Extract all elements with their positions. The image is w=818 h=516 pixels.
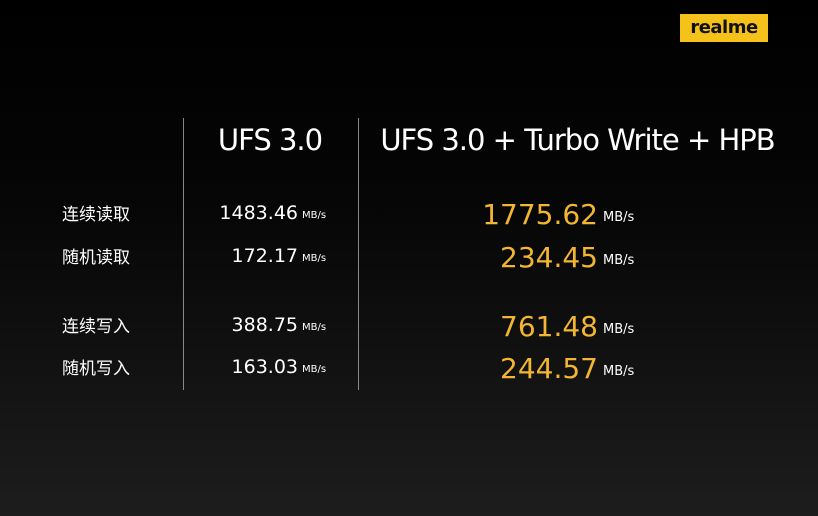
column-header: UFS 3.0 [217,123,323,157]
unit: MB/s [603,364,635,379]
cell-value: 761.48 [500,310,598,343]
column-header: UFS 3.0 + Turbo Write + HPB [380,123,775,157]
divider [358,118,359,390]
unit: MB/s [302,322,327,333]
row-label: 连续读取 [62,205,130,225]
row-label: 连续写入 [62,317,130,337]
row-label: 随机写入 [62,359,130,379]
logo: realme [680,14,768,42]
unit: MB/s [302,253,327,264]
cell-value: 388.75 [231,314,298,336]
unit: MB/s [603,322,635,337]
unit: MB/s [302,210,327,221]
unit: MB/s [603,210,635,225]
unit: MB/s [603,253,635,268]
cell-value: 172.17 [231,245,298,267]
cell-value: 163.03 [231,356,298,378]
cell-value: 234.45 [500,241,598,274]
row-label: 随机读取 [62,248,130,268]
divider [183,118,184,390]
cell-value: 244.57 [500,352,598,385]
unit: MB/s [302,364,327,375]
cell-value: 1775.62 [482,198,598,231]
cell-value: 1483.46 [219,202,298,224]
